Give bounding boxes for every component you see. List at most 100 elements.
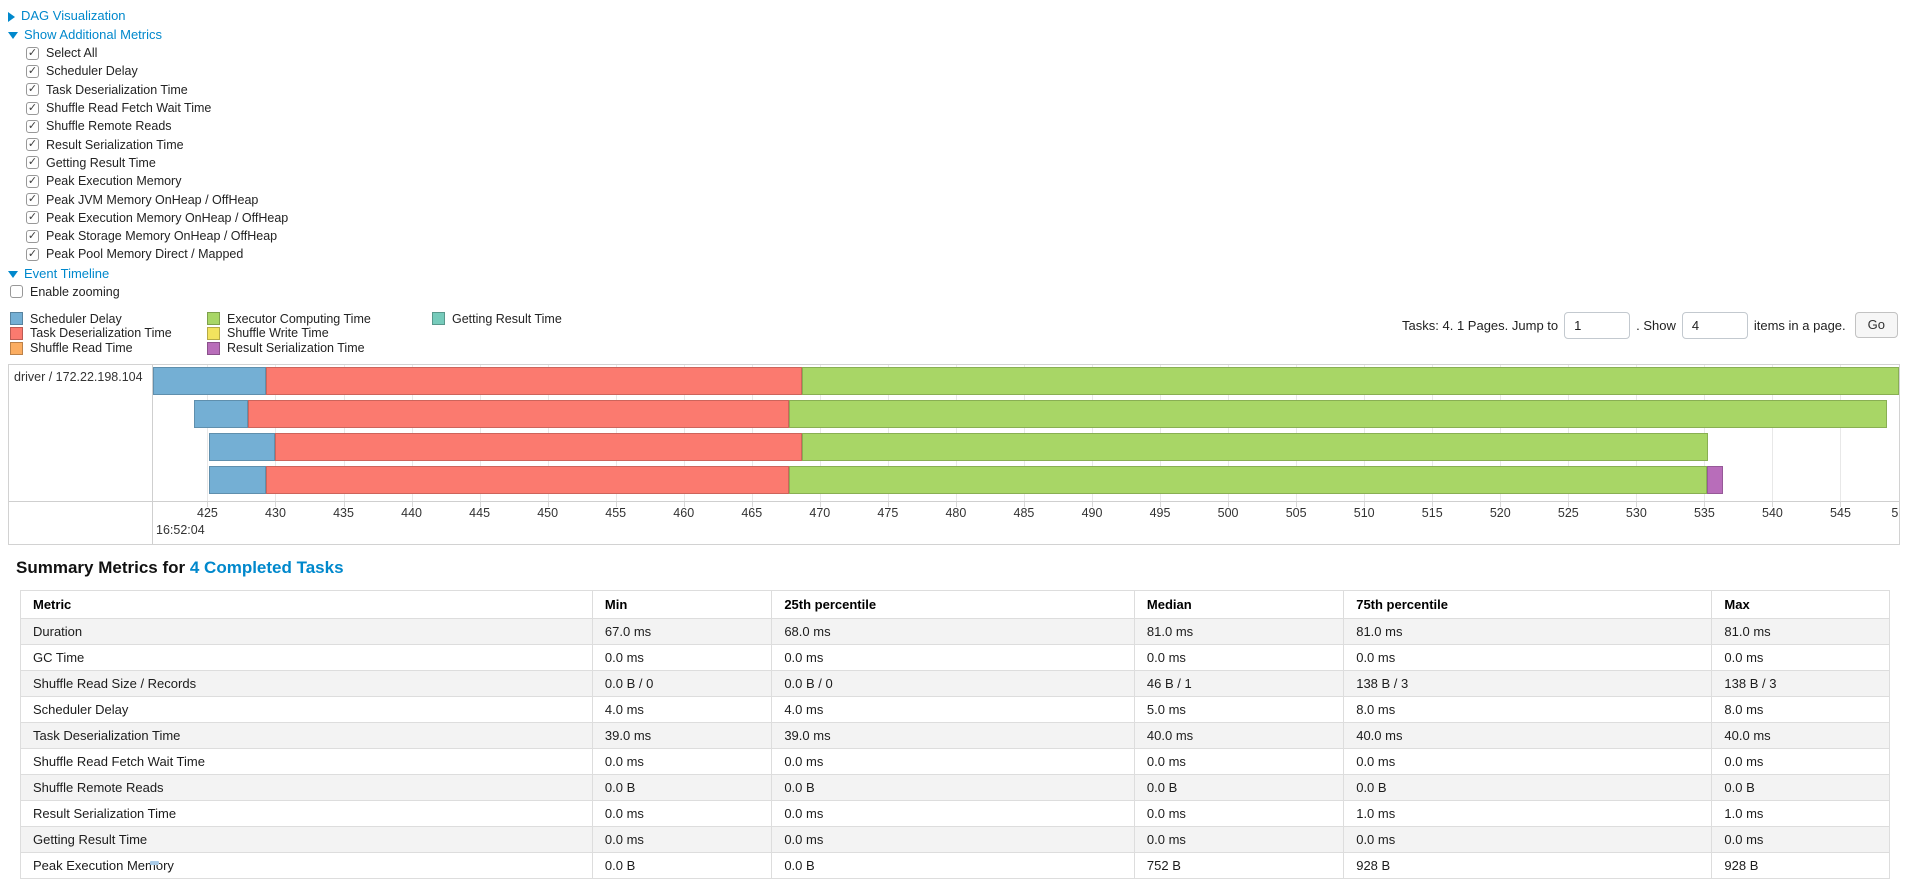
metric-checkbox-label: Scheduler Delay [46, 64, 138, 79]
metric-value-cell: 8.0 ms [1343, 695, 1713, 723]
expanded-arrow-icon [8, 270, 18, 278]
legend-label: Executor Computing Time [227, 311, 371, 326]
axis-tick-label: 450 [537, 505, 559, 520]
axis-tick-label: 460 [673, 505, 695, 520]
task-segment-executor_computing[interactable] [802, 366, 1899, 395]
metric-value-cell: 0.0 ms [1711, 747, 1890, 775]
summary-table-row: Shuffle Read Size / Records 0.0 B / 0 0.0 … [20, 669, 1890, 697]
legend-item-scheduler_delay: Scheduler Delay [10, 312, 207, 327]
axis-tick-label: 520 [1489, 505, 1511, 520]
checked-checkbox[interactable]: ✓ [26, 247, 39, 261]
summary-metrics-table: Metric Min 25th percentile Median 75th perce… [20, 589, 1890, 879]
axis-time-label: 16:52:04 [156, 522, 205, 537]
checked-checkbox[interactable]: ✓ [26, 174, 39, 188]
metric-value-cell: 0.0 ms [591, 747, 773, 775]
metric-name-cell: Result Serialization Time [20, 799, 593, 827]
legend-label: Shuffle Write Time [227, 326, 329, 341]
legend-item-result_serialization: Result Serialization Time [207, 341, 432, 356]
summary-column-header: Metric [20, 589, 593, 619]
metric-value-cell: 0.0 ms [591, 799, 773, 827]
axis-line [9, 500, 1899, 502]
task-segment-result_serialization[interactable] [1707, 465, 1724, 494]
checked-checkbox[interactable]: ✓ [26, 156, 39, 170]
items-per-page-input[interactable] [1681, 311, 1748, 339]
metric-value-cell: 4.0 ms [771, 695, 1135, 723]
checked-checkbox[interactable]: ✓ [26, 46, 39, 60]
task-segment-executor_computing[interactable] [788, 465, 1708, 494]
task-segment-scheduler_delay[interactable] [208, 465, 266, 494]
completed-tasks-link[interactable]: 4 Completed Tasks [189, 557, 344, 577]
axis-tick-label: 525 [1557, 505, 1579, 520]
metric-checkbox-row: ✓ Peak Storage Memory OnHeap / OffHeap [26, 227, 1907, 245]
summary-metrics-title: Summary Metrics for 4 Completed Tasks [16, 558, 1907, 578]
metric-checkbox-label: Select All [46, 46, 98, 61]
task-segment-task_deserialization[interactable] [265, 465, 789, 494]
legend-item-getting_result: Getting Result Time [432, 312, 562, 327]
checked-checkbox[interactable]: ✓ [26, 211, 39, 225]
metric-value-cell: 0.0 ms [591, 643, 773, 671]
checked-checkbox[interactable]: ✓ [26, 83, 39, 97]
task-segment-executor_computing[interactable] [788, 399, 1887, 428]
axis-tick [683, 501, 685, 507]
show-additional-metrics-toggle[interactable]: Show Additional Metrics [8, 25, 1907, 44]
task-segment-scheduler_delay[interactable] [208, 432, 276, 461]
enable-zooming-checkbox[interactable] [10, 285, 23, 299]
metric-checkbox-label: Peak Execution Memory OnHeap / OffHeap [46, 210, 289, 225]
collapsed-arrow-icon [8, 11, 15, 22]
metric-value-cell: 138 B / 3 [1343, 669, 1713, 697]
dag-visualization-toggle[interactable]: DAG Visualization [8, 6, 1907, 25]
task_deserialization-swatch-icon [10, 326, 23, 340]
checked-checkbox[interactable]: ✓ [26, 193, 39, 207]
metric-value-cell: 0.0 B [1133, 773, 1345, 801]
checked-checkbox[interactable]: ✓ [26, 138, 39, 152]
task-segment-executor_computing[interactable] [802, 432, 1709, 461]
summary-column-header: Median [1133, 589, 1345, 619]
axis-tick [1500, 501, 1502, 507]
legend-label: Getting Result Time [452, 311, 562, 326]
metric-value-cell: 0.0 ms [1343, 825, 1713, 853]
metric-value-cell: 67.0 ms [591, 617, 773, 645]
timeline-legend: Scheduler Delay Task Deserialization Time… [10, 312, 562, 356]
task-segment-task_deserialization[interactable] [248, 399, 789, 428]
summary-column-header: 75th percentile [1343, 589, 1713, 619]
summary-table-row: Getting Result Time 0.0 ms 0.0 ms 0.0 ms 0.0… [20, 825, 1890, 853]
getting_result-swatch-icon [432, 312, 445, 326]
checked-checkbox[interactable]: ✓ [26, 64, 39, 78]
metric-checkbox-row: ✓ Shuffle Remote Reads [26, 117, 1907, 135]
metric-value-cell: 0.0 B [591, 851, 773, 879]
checked-checkbox[interactable]: ✓ [26, 229, 39, 243]
shuffle_write-swatch-icon [207, 326, 220, 340]
task-segment-scheduler_delay[interactable] [193, 399, 249, 428]
metric-checkbox-label: Task Deserialization Time [46, 82, 188, 97]
event-timeline-label: Event Timeline [24, 265, 110, 281]
axis-tick [1228, 501, 1230, 507]
metric-value-cell: 138 B / 3 [1711, 669, 1890, 697]
metric-value-cell: 0.0 ms [1711, 643, 1890, 671]
scheduler_delay-swatch-icon [10, 312, 23, 326]
metric-checkbox-list: ✓ Select All ✓ Scheduler Delay ✓ Task Deseria… [26, 44, 1907, 264]
axis-tick [955, 501, 957, 507]
metric-checkbox-row: ✓ Select All [26, 44, 1907, 62]
summary-table-head: Metric Min 25th percentile Median 75th perce… [20, 589, 1890, 619]
axis-tick [1636, 501, 1638, 507]
axis-tick-label: 495 [1149, 505, 1171, 520]
axis-tick [1092, 501, 1093, 507]
axis-tick [1432, 501, 1434, 507]
task-segment-scheduler_delay[interactable] [153, 366, 266, 395]
jump-to-page-input[interactable] [1564, 311, 1631, 339]
pagination-prefix-text: Tasks: 4. 1 Pages. Jump to [1402, 317, 1559, 333]
event-timeline-toggle[interactable]: Event Timeline [8, 264, 1907, 283]
task-segment-task_deserialization[interactable] [265, 366, 803, 395]
summary-column-header: Min [591, 589, 773, 619]
summary-column-header: 25th percentile [771, 589, 1135, 619]
axis-tick-label: 535 [1693, 505, 1715, 520]
metric-value-cell: 752 B [1133, 851, 1345, 879]
metric-checkbox-label: Shuffle Remote Reads [46, 119, 172, 134]
checked-checkbox[interactable]: ✓ [26, 101, 39, 115]
timeline-plot-area[interactable]: 16:52:04 425 430 435 440 445 450 455 460 465 470 4… [153, 364, 1899, 544]
checked-checkbox[interactable]: ✓ [26, 119, 39, 133]
go-button[interactable]: Go [1854, 312, 1898, 339]
metric-value-cell: 0.0 ms [1343, 643, 1713, 671]
metric-value-cell: 1.0 ms [1343, 799, 1713, 827]
task-segment-task_deserialization[interactable] [275, 432, 803, 461]
